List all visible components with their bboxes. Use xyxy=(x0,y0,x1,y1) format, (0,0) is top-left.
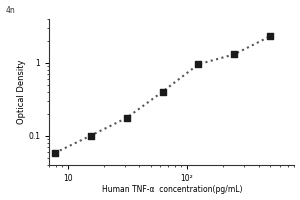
Text: 4n: 4n xyxy=(6,6,15,15)
Y-axis label: Optical Density: Optical Density xyxy=(16,59,26,124)
Point xyxy=(160,90,165,93)
Point xyxy=(268,35,272,38)
Point xyxy=(232,53,237,56)
X-axis label: Human TNF-α  concentration(pg/mL): Human TNF-α concentration(pg/mL) xyxy=(102,185,242,194)
Point xyxy=(88,134,93,137)
Point xyxy=(52,151,57,154)
Point xyxy=(124,116,129,119)
Point xyxy=(196,63,201,66)
